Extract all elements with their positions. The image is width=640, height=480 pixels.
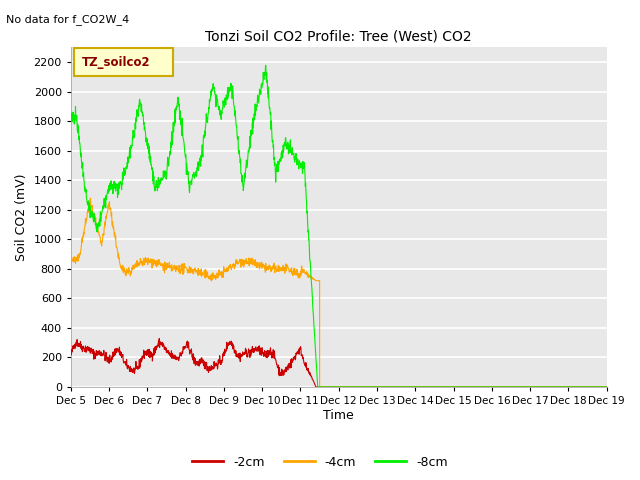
Text: No data for f_CO2W_4: No data for f_CO2W_4 xyxy=(6,14,130,25)
X-axis label: Time: Time xyxy=(323,409,354,422)
Legend: -2cm, -4cm, -8cm: -2cm, -4cm, -8cm xyxy=(187,451,453,474)
Text: TZ_soilco2: TZ_soilco2 xyxy=(83,56,151,69)
Title: Tonzi Soil CO2 Profile: Tree (West) CO2: Tonzi Soil CO2 Profile: Tree (West) CO2 xyxy=(205,29,472,43)
Y-axis label: Soil CO2 (mV): Soil CO2 (mV) xyxy=(15,173,28,261)
